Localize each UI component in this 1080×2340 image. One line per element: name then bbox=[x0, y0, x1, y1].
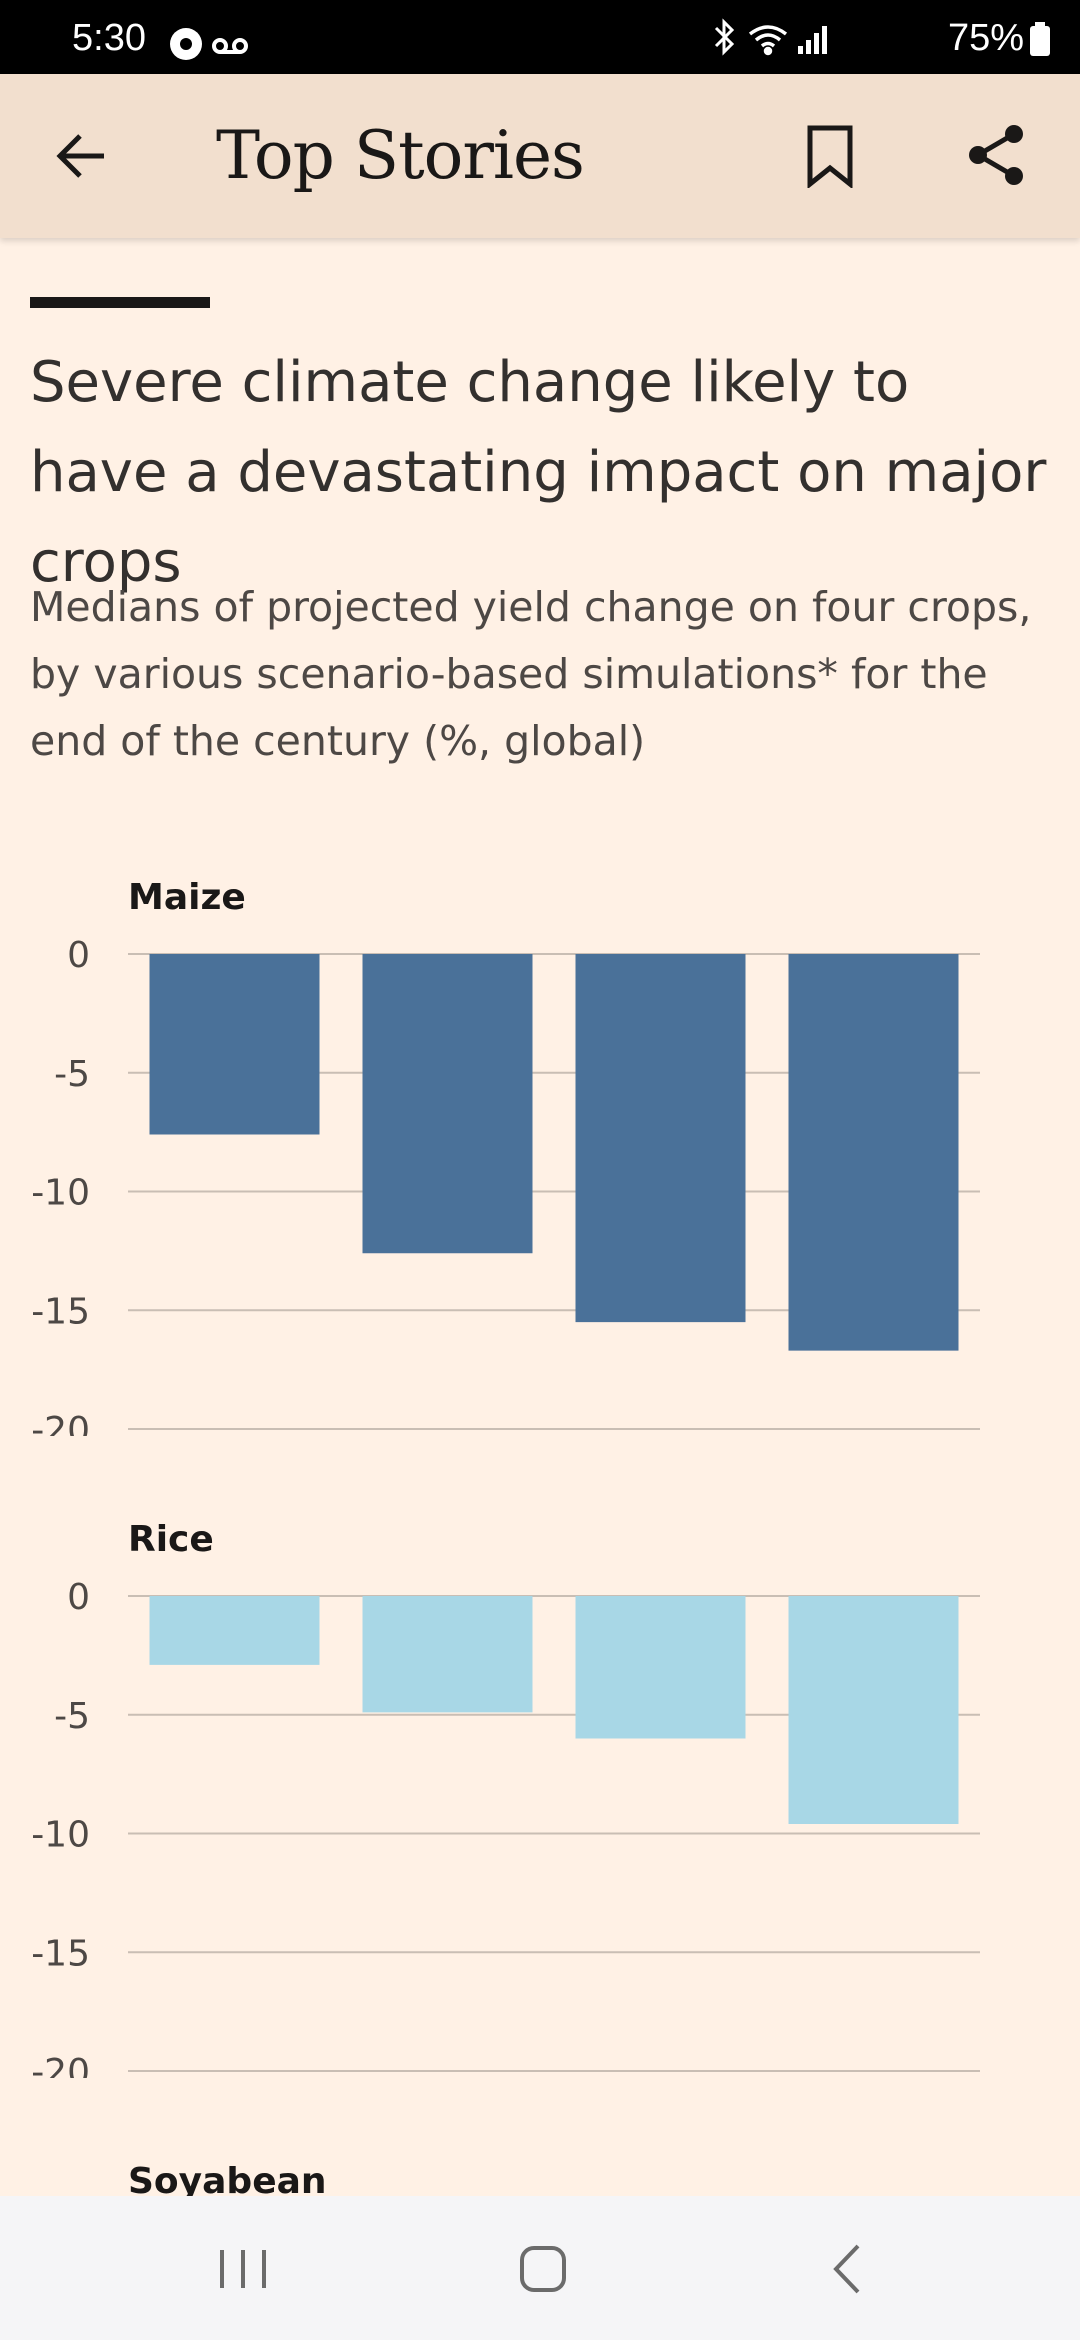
status-bar: 5:30 75% bbox=[0, 0, 1080, 74]
article-headline: Severe climate change likely to have a d… bbox=[30, 350, 1047, 595]
rice-bar-4 bbox=[788, 1596, 959, 1824]
article-standfirst: Medians of projected yield change on fou… bbox=[30, 583, 1032, 765]
maize-y-tick-label: 0 bbox=[67, 935, 90, 976]
back-nav-icon[interactable] bbox=[812, 2234, 882, 2304]
maize-bar-3 bbox=[575, 954, 746, 1323]
maize-plot: 0 -5 -10 -15 -20 bbox=[31, 935, 980, 1436]
maize-bar-1 bbox=[149, 954, 320, 1135]
battery-icon bbox=[1030, 22, 1050, 56]
rice-y-tick-label: -10 bbox=[31, 1815, 90, 1856]
wifi-icon bbox=[748, 25, 788, 56]
app-bar: Top Stories bbox=[0, 74, 1080, 238]
page-title: Top Stories bbox=[216, 117, 585, 194]
rice-plot: 0 -5 -10 -15 -20 bbox=[31, 1577, 980, 2078]
status-left-icons bbox=[168, 26, 258, 66]
maize-y-tick-label: -20 bbox=[31, 1410, 90, 1436]
sync-icon bbox=[170, 28, 202, 60]
signal-icon bbox=[798, 26, 827, 54]
system-nav-bar bbox=[0, 2196, 1080, 2340]
status-time: 5:30 bbox=[72, 17, 146, 59]
maize-y-tick-label: -5 bbox=[54, 1054, 90, 1095]
recent-apps-icon[interactable] bbox=[208, 2234, 278, 2304]
maize-bar-4 bbox=[788, 954, 959, 1351]
maize-bar-2 bbox=[362, 954, 533, 1254]
voicemail-icon bbox=[212, 38, 248, 54]
maize-y-tick-label: -10 bbox=[31, 1173, 90, 1214]
rice-y-tick-label: -20 bbox=[31, 2052, 90, 2078]
back-arrow-icon[interactable] bbox=[52, 126, 112, 186]
maize-y-tick-label: -15 bbox=[31, 1291, 90, 1332]
rice-bar-1 bbox=[149, 1596, 320, 1665]
rice-y-tick-label: 0 bbox=[67, 1577, 90, 1618]
soyabean-chart: Soyabean bbox=[0, 2160, 1080, 2196]
rice-y-tick-label: -15 bbox=[31, 1933, 90, 1974]
battery-percent: 75% bbox=[947, 17, 1024, 59]
rice-chart-title: Rice bbox=[128, 1519, 214, 1560]
soyabean-chart-title: Soyabean bbox=[128, 2161, 327, 2196]
rice-bar-2 bbox=[362, 1596, 533, 1713]
maize-chart-title: Maize bbox=[128, 877, 246, 918]
rice-bar-3 bbox=[575, 1596, 746, 1739]
bookmark-icon[interactable] bbox=[800, 124, 860, 188]
rice-y-tick-label: -5 bbox=[54, 1696, 90, 1737]
bluetooth-icon bbox=[714, 18, 735, 56]
headline-rule bbox=[30, 297, 210, 308]
maize-chart: Maize 0 -5 -10 -15 -20 bbox=[0, 876, 1080, 1436]
share-icon[interactable] bbox=[964, 122, 1028, 188]
rice-chart: Rice 0 -5 -10 -15 -20 bbox=[0, 1518, 1080, 2078]
home-icon[interactable] bbox=[508, 2234, 578, 2304]
